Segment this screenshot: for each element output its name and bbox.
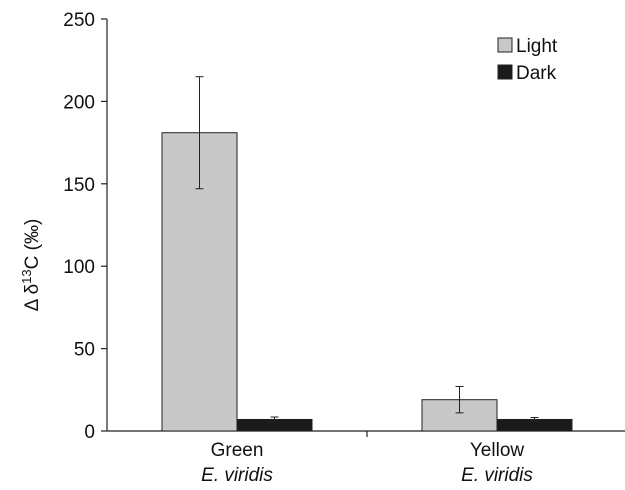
- legend-label-dark: Dark: [516, 63, 557, 84]
- y-tick-label: 200: [63, 92, 95, 113]
- y-tick-label: 150: [63, 175, 95, 196]
- category-label: Green: [211, 440, 264, 461]
- category-label: Yellow: [470, 440, 525, 461]
- error-bars: [195, 76, 539, 423]
- category-sublabel: E. viridis: [201, 465, 273, 486]
- y-tick-label: 250: [63, 10, 95, 31]
- bars: [161, 132, 573, 432]
- y-axis-label: Δ δ13C (‰): [19, 219, 44, 312]
- y-tick-label: 100: [63, 257, 95, 278]
- category-sublabel: E. viridis: [461, 465, 533, 486]
- y-axis: 0 50 100 150 200 250: [63, 10, 108, 443]
- legend-swatch-light: [497, 37, 513, 53]
- category-labels: Green E. viridis Yellow E. viridis: [201, 440, 533, 486]
- legend-label-light: Light: [516, 36, 558, 57]
- y-tick-label: 50: [74, 340, 95, 361]
- legend-swatch-dark: [497, 64, 513, 80]
- y-tick-label: 0: [84, 422, 95, 443]
- x-axis: [107, 430, 625, 437]
- legend: Light Dark: [497, 36, 558, 84]
